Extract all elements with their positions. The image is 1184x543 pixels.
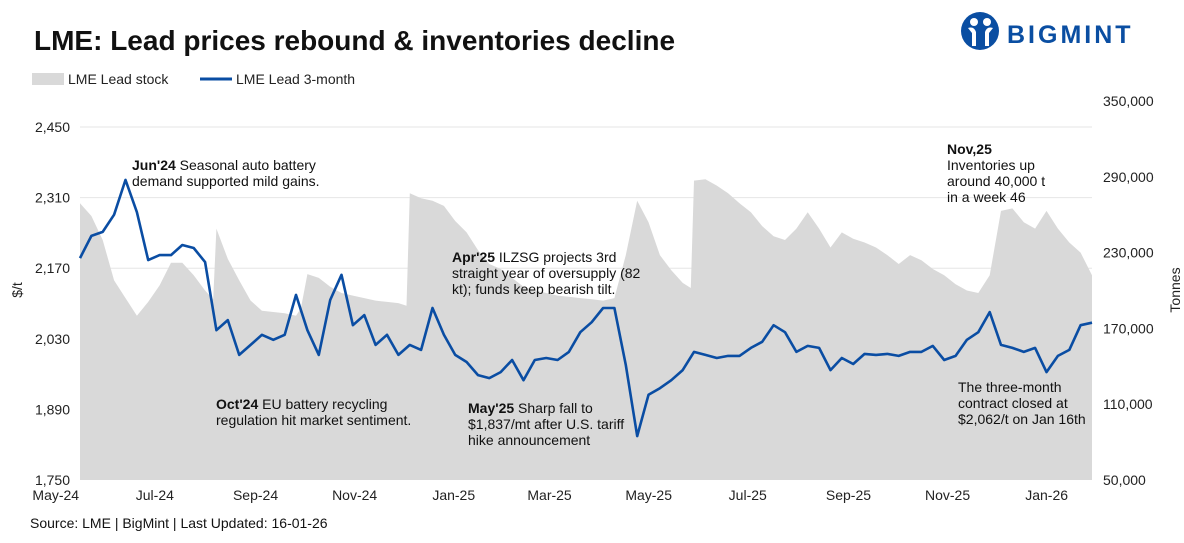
legend-stock-label: LME Lead stock <box>68 71 169 87</box>
x-tick-label: Jul-25 <box>729 487 767 503</box>
x-tick-label: Jul-24 <box>136 487 174 503</box>
legend-price-label: LME Lead 3-month <box>236 71 355 87</box>
right-tick-label: 290,000 <box>1103 169 1154 185</box>
right-tick-label: 110,000 <box>1103 396 1153 412</box>
right-axis-label: Tonnes <box>1167 267 1183 312</box>
annotation-line: Jun'24 Seasonal auto battery <box>132 157 316 173</box>
x-tick-label: Sep-24 <box>233 487 278 503</box>
annotation-line: around 40,000 t <box>947 173 1045 189</box>
right-tick-label: 350,000 <box>1103 93 1154 109</box>
annotation-text: ILZSG projects 3rd <box>495 249 616 265</box>
annotation-line: $1,837/mt after U.S. tariff <box>468 416 624 432</box>
annotation-text: Inventories up <box>947 157 1035 173</box>
left-tick-label: 2,030 <box>35 331 70 347</box>
annotation-text: straight year of oversupply (82 <box>452 265 641 281</box>
price-line <box>78 178 1093 438</box>
annotation-line: kt); funds keep bearish tilt. <box>452 281 615 297</box>
brand-name: BIGMINT <box>1007 21 1134 49</box>
annotation-text: $1,837/mt after U.S. tariff <box>468 416 624 432</box>
right-tick-label: 50,000 <box>1103 472 1146 488</box>
x-tick-label: May-25 <box>625 487 672 503</box>
bigmint-logo-icon <box>961 12 999 50</box>
annotation-text: demand supported mild gains. <box>132 173 320 189</box>
annotation-line: in a week 46 <box>947 189 1026 205</box>
x-tick-label: Jan-25 <box>432 487 475 503</box>
x-tick-label: Sep-25 <box>826 487 871 503</box>
annotation-label: Apr'25 <box>452 249 495 265</box>
legend-stock-swatch <box>32 73 64 85</box>
annotation-line: demand supported mild gains. <box>132 173 320 189</box>
annotation-text: around 40,000 t <box>947 173 1045 189</box>
right-axis-ticks: 50,000 110,000 170,000 230,000 290,000 350,00… <box>1103 93 1154 488</box>
annotation-text: in a week 46 <box>947 189 1026 205</box>
annotation: May'25 Sharp fall to$1,837/mt after U.S.… <box>468 400 624 448</box>
annotation-text: $2,062/t on Jan 16th <box>958 411 1086 427</box>
annotation-line: $2,062/t on Jan 16th <box>958 411 1086 427</box>
annotation-line: Inventories up <box>947 157 1035 173</box>
annotation-line: hike announcement <box>468 432 590 448</box>
annotation-text: regulation hit market sentiment. <box>216 412 411 428</box>
annotation-label: Nov,25 <box>947 141 992 157</box>
x-axis-ticks: May-24 Jul-24 Sep-24 Nov-24 Jan-25 Mar-25 May-… <box>32 487 1068 503</box>
annotation-text: The three-month <box>958 379 1062 395</box>
left-axis-ticks: 1,750 1,890 2,030 2,170 2,310 2,450 <box>35 119 70 488</box>
left-axis-label: $/t <box>9 282 25 298</box>
brand-logo: BIGMINT <box>961 12 1134 50</box>
annotation-label: Jun'24 <box>132 157 176 173</box>
chart-title: LME: Lead prices rebound & inventories d… <box>34 25 675 56</box>
annotation-line: contract closed at <box>958 395 1068 411</box>
x-tick-label: Nov-24 <box>332 487 377 503</box>
annotation-text: hike announcement <box>468 432 590 448</box>
right-tick-label: 170,000 <box>1103 320 1154 336</box>
annotation-line: straight year of oversupply (82 <box>452 265 641 281</box>
left-tick-label: 1,890 <box>35 401 70 417</box>
annotation-line: regulation hit market sentiment. <box>216 412 411 428</box>
annotation-text: kt); funds keep bearish tilt. <box>452 281 615 297</box>
annotation-line: The three-month <box>958 379 1062 395</box>
annotation-label: May'25 <box>468 400 514 416</box>
source-note: Source: LME | BigMint | Last Updated: 16… <box>30 515 328 531</box>
right-tick-label: 230,000 <box>1103 245 1154 261</box>
left-tick-label: 1,750 <box>35 472 70 488</box>
x-tick-label: May-24 <box>32 487 79 503</box>
annotation-line: May'25 Sharp fall to <box>468 400 593 416</box>
annotation-line: Oct'24 EU battery recycling <box>216 396 387 412</box>
annotation-label: Oct'24 <box>216 396 258 412</box>
stock-area <box>80 179 1092 481</box>
left-tick-label: 2,450 <box>35 119 70 135</box>
annotation-text: contract closed at <box>958 395 1068 411</box>
annotation-text: Seasonal auto battery <box>176 157 316 173</box>
x-tick-label: Jan-26 <box>1025 487 1068 503</box>
annotation-text: Sharp fall to <box>514 400 593 416</box>
annotation-line: Nov,25 <box>947 141 992 157</box>
left-tick-label: 2,310 <box>35 190 70 206</box>
left-tick-label: 2,170 <box>35 260 70 276</box>
x-tick-label: Nov-25 <box>925 487 970 503</box>
annotation-line: Apr'25 ILZSG projects 3rd <box>452 249 616 265</box>
annotation-text: EU battery recycling <box>258 396 387 412</box>
x-tick-label: Mar-25 <box>527 487 572 503</box>
legend: LME Lead stock LME Lead 3-month <box>32 71 355 87</box>
